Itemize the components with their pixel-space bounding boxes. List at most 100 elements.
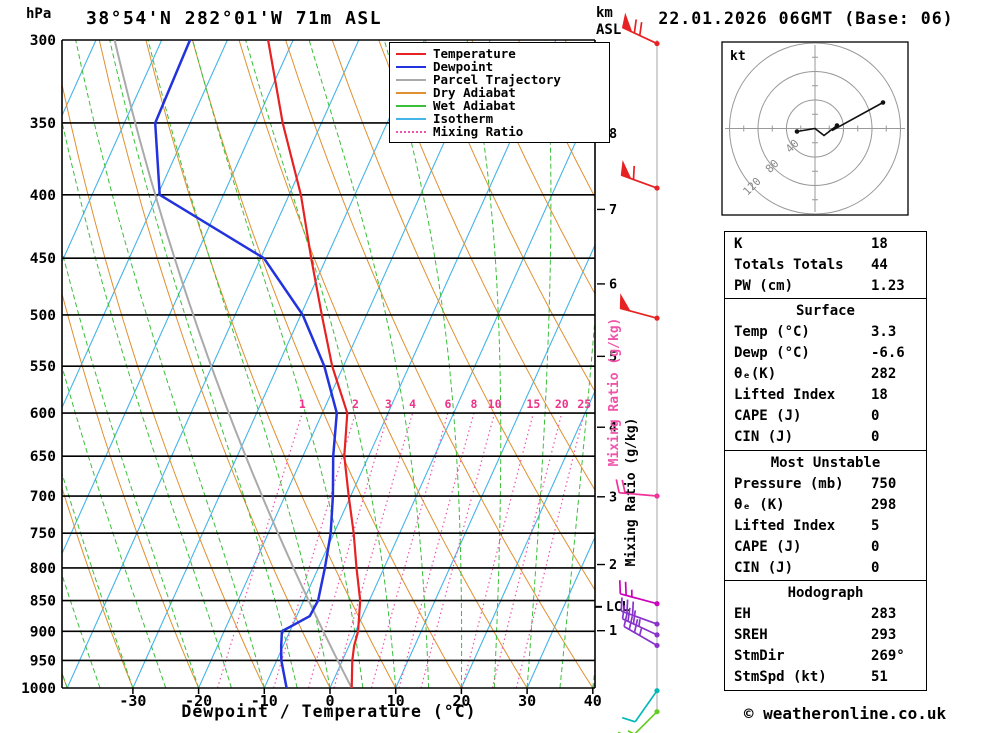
svg-text:300: 300 bbox=[30, 33, 56, 49]
svg-text:800: 800 bbox=[30, 561, 56, 577]
legend-item: Temperature bbox=[396, 46, 603, 61]
wind-barb bbox=[620, 160, 660, 191]
data-row-label: Lifted Index bbox=[734, 517, 836, 534]
data-row-value: 283 bbox=[871, 606, 897, 622]
svg-text:20: 20 bbox=[555, 397, 569, 411]
dewpoint-curve bbox=[153, 40, 339, 688]
data-row-label: SREH bbox=[734, 627, 768, 643]
legend-item: Mixing Ratio bbox=[396, 124, 603, 139]
data-row: CAPE (J) 0 bbox=[725, 537, 926, 558]
data-panel: K 18 Totals Totals 44 PW (cm) 1.23 bbox=[724, 230, 927, 300]
data-row: CIN (J) 0 bbox=[725, 558, 926, 579]
axis-tick-labels: 3003504004505005506006507007508008509009… bbox=[21, 33, 639, 710]
data-row-value: -6.6 bbox=[871, 345, 905, 361]
svg-text:6: 6 bbox=[609, 276, 617, 292]
data-row-value: 18 bbox=[871, 387, 888, 403]
data-row-value: 0 bbox=[871, 538, 880, 555]
data-panel: Most Unstable Pressure (mb) 750 θₑ (K) 298 Li… bbox=[724, 449, 927, 582]
data-row-label: Pressure (mb) bbox=[734, 475, 844, 492]
svg-text:5: 5 bbox=[609, 349, 617, 365]
svg-text:25: 25 bbox=[577, 397, 591, 411]
svg-text:0: 0 bbox=[325, 692, 334, 710]
svg-text:10: 10 bbox=[387, 692, 405, 710]
svg-text:4: 4 bbox=[409, 397, 416, 411]
svg-text:450: 450 bbox=[30, 251, 56, 267]
data-row-value: 298 bbox=[871, 496, 897, 513]
mixing-ratio-value-labels: 1 2 3 4 6 8 10 15 20 25 bbox=[299, 397, 591, 411]
copyright: © weatheronline.co.uk bbox=[743, 704, 947, 723]
data-row-label: CAPE (J) bbox=[734, 538, 802, 555]
svg-text:400: 400 bbox=[30, 188, 56, 204]
wind-barb-column bbox=[615, 12, 660, 733]
legend-item: Parcel Trajectory bbox=[396, 72, 603, 87]
legend-item: Dry Adiabat bbox=[396, 85, 603, 100]
svg-text:8: 8 bbox=[470, 397, 477, 411]
svg-text:6: 6 bbox=[444, 397, 451, 411]
parcel-trajectory-curve bbox=[113, 40, 353, 688]
indices-tables: K 18 Totals Totals 44 PW (cm) 1.23 Surface Temp… bbox=[724, 230, 927, 691]
svg-text:1000: 1000 bbox=[21, 681, 56, 697]
svg-text:15: 15 bbox=[526, 397, 540, 411]
data-row: CIN (J) 0 bbox=[725, 427, 926, 448]
data-panel: Surface Temp (°C) 3.3 Dewp (°C) -6.6 θₑ(K) 282… bbox=[724, 298, 927, 451]
svg-text:4: 4 bbox=[609, 420, 617, 436]
legend-line-sample bbox=[396, 130, 426, 133]
data-panel-header: Hodograph bbox=[787, 585, 864, 601]
svg-text:3: 3 bbox=[609, 489, 617, 505]
wind-barb bbox=[621, 605, 660, 638]
legend-item-label: Wet Adiabat bbox=[433, 98, 516, 113]
wind-barb bbox=[620, 597, 660, 627]
svg-text:500: 500 bbox=[30, 308, 56, 324]
legend-line-sample bbox=[396, 65, 426, 68]
wind-barb bbox=[619, 293, 660, 321]
altitude-unit-label: km bbox=[596, 5, 613, 21]
data-row-value: 269° bbox=[871, 648, 905, 664]
data-panel: Hodograph EH 283 SREH 293 StmDir 269° StmSpd (k… bbox=[724, 580, 927, 691]
data-row-value: 0 bbox=[871, 408, 880, 424]
legend-line-sample bbox=[396, 117, 426, 120]
svg-text:1: 1 bbox=[609, 623, 617, 639]
temperature-curve bbox=[267, 40, 362, 688]
svg-text:7: 7 bbox=[609, 202, 617, 218]
data-row: StmDir 269° bbox=[725, 646, 926, 667]
svg-text:950: 950 bbox=[30, 653, 56, 669]
data-row-label: CIN (J) bbox=[734, 429, 794, 445]
data-row: Dewp (°C) -6.6 bbox=[725, 343, 926, 364]
hodograph-unit-label: kt bbox=[730, 49, 746, 64]
data-row-value: 293 bbox=[871, 627, 897, 643]
temperature-axis-label: Dewpoint / Temperature (°C) bbox=[181, 702, 477, 721]
pressure-unit-label: hPa bbox=[26, 6, 52, 22]
data-row: K 18 bbox=[725, 234, 926, 255]
data-row-value: 18 bbox=[871, 235, 888, 252]
data-row-label: EH bbox=[734, 606, 751, 622]
svg-text:600: 600 bbox=[30, 406, 56, 422]
data-row-label: θₑ(K) bbox=[734, 366, 777, 382]
data-row-label: Lifted Index bbox=[734, 387, 836, 403]
data-row: θₑ(K) 282 bbox=[725, 364, 926, 385]
svg-text:350: 350 bbox=[30, 116, 56, 132]
data-row-value: 3.3 bbox=[871, 324, 897, 340]
data-row-label: CIN (J) bbox=[734, 559, 794, 576]
legend-item-label: Mixing Ratio bbox=[433, 124, 524, 139]
legend-item-label: Isotherm bbox=[433, 111, 494, 126]
legend-item-label: Temperature bbox=[433, 46, 516, 61]
svg-text:1: 1 bbox=[299, 397, 306, 411]
altitude-axis-label: km ASL bbox=[596, 5, 621, 39]
data-row: Lifted Index 18 bbox=[725, 385, 926, 406]
wind-barb bbox=[623, 613, 660, 649]
svg-text:2: 2 bbox=[609, 557, 617, 573]
mixing-ratio-grid bbox=[216, 412, 585, 688]
data-row: PW (cm) 1.23 bbox=[725, 276, 926, 297]
data-row: Temp (°C) 3.3 bbox=[725, 322, 926, 343]
legend-line-sample bbox=[396, 104, 426, 107]
data-row-label: StmDir bbox=[734, 648, 785, 664]
svg-text:-30: -30 bbox=[119, 692, 146, 710]
data-row: SREH 293 bbox=[725, 625, 926, 646]
wind-barb bbox=[618, 580, 660, 607]
data-row-value: 0 bbox=[871, 429, 880, 445]
legend-item-label: Dewpoint bbox=[433, 59, 494, 74]
data-row-label: StmSpd (kt) bbox=[734, 669, 827, 685]
